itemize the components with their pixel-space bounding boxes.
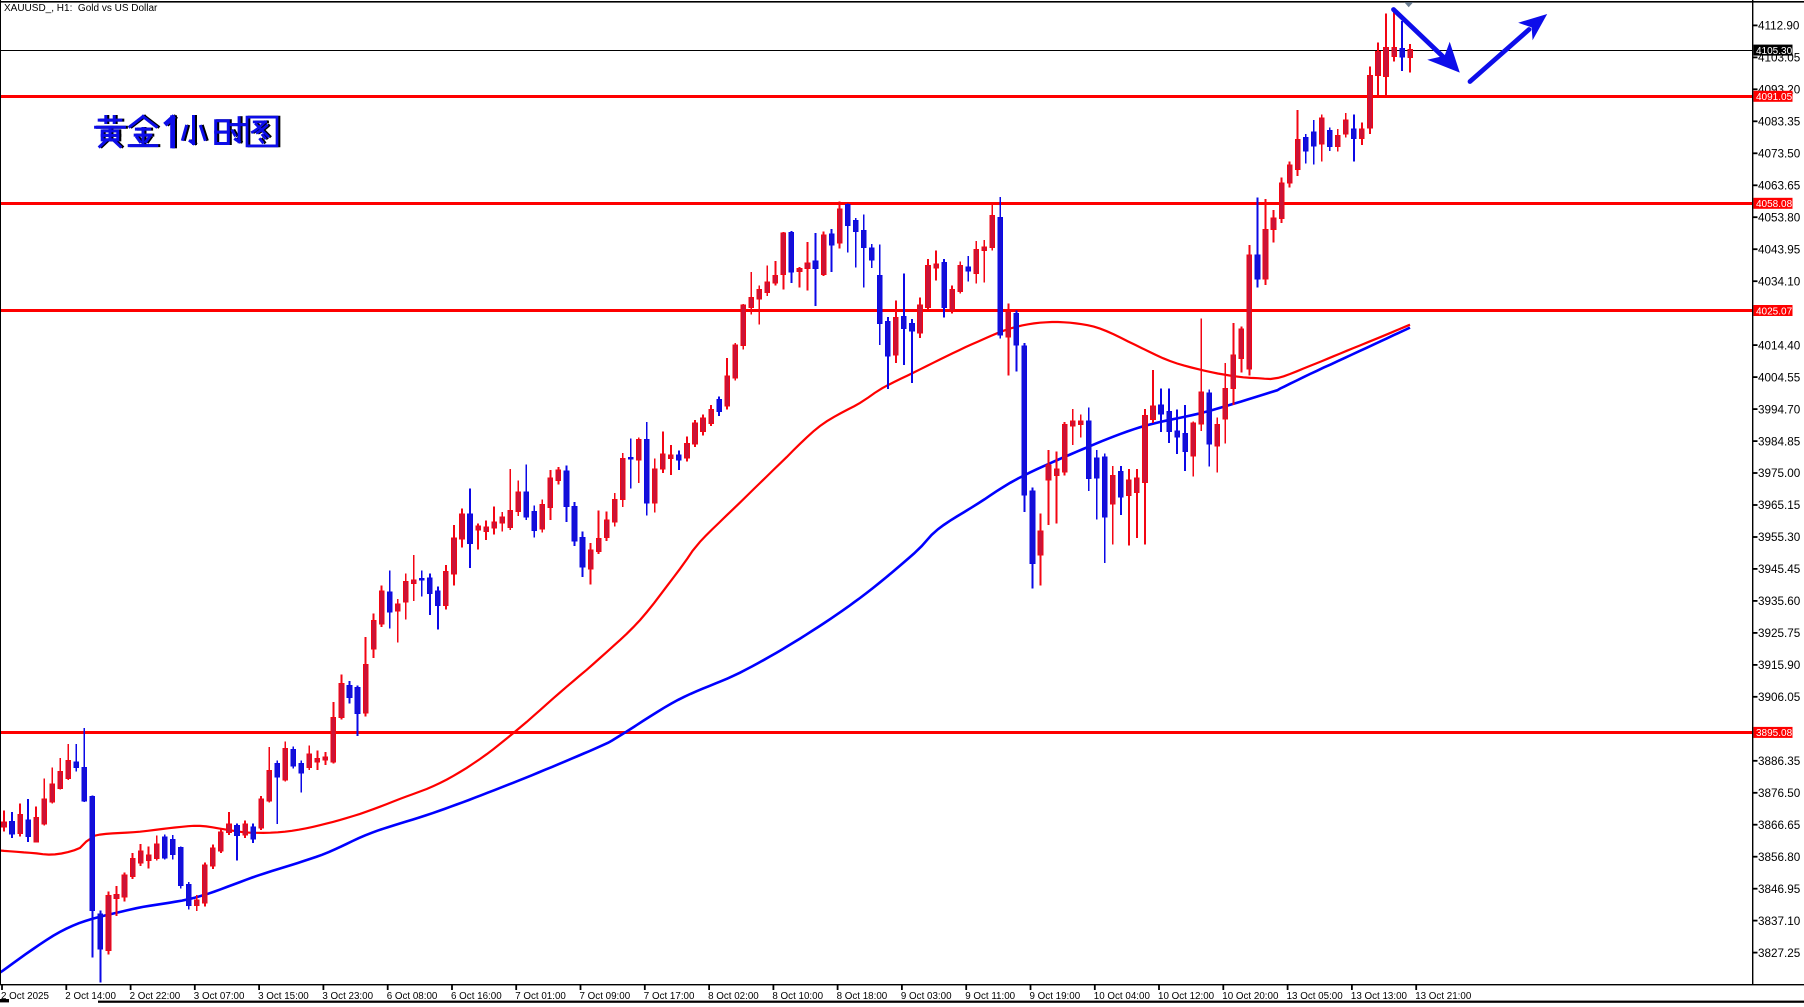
- svg-text:4053.80: 4053.80: [1758, 211, 1801, 224]
- svg-text:3975.00: 3975.00: [1758, 467, 1801, 480]
- svg-text:4091.05: 4091.05: [1756, 92, 1793, 103]
- svg-text:4105.30: 4105.30: [1756, 46, 1793, 57]
- svg-text:9 Oct 03:00: 9 Oct 03:00: [901, 991, 952, 1002]
- svg-text:XAUUSD_, H1: Gold vs US Dolla: XAUUSD_, H1: Gold vs US Dollar: [4, 3, 158, 14]
- svg-text:9 Oct 11:00: 9 Oct 11:00: [965, 991, 1015, 1002]
- svg-text:2 Oct 14:00: 2 Oct 14:00: [65, 991, 116, 1002]
- svg-text:13 Oct 13:00: 13 Oct 13:00: [1351, 991, 1408, 1002]
- svg-text:3846.95: 3846.95: [1758, 883, 1801, 896]
- svg-text:3955.30: 3955.30: [1758, 531, 1801, 544]
- svg-text:4063.65: 4063.65: [1758, 180, 1801, 193]
- svg-text:4043.95: 4043.95: [1758, 243, 1801, 256]
- svg-text:3837.10: 3837.10: [1758, 915, 1801, 928]
- svg-text:4058.08: 4058.08: [1756, 199, 1793, 210]
- svg-text:4004.55: 4004.55: [1758, 371, 1801, 384]
- svg-text:3925.75: 3925.75: [1758, 627, 1801, 640]
- svg-text:8 Oct 02:00: 8 Oct 02:00: [708, 991, 759, 1002]
- svg-text:3895.08: 3895.08: [1756, 728, 1793, 739]
- svg-text:4112.90: 4112.90: [1758, 20, 1800, 33]
- svg-text:10 Oct 20:00: 10 Oct 20:00: [1222, 991, 1279, 1002]
- svg-text:3984.85: 3984.85: [1758, 435, 1801, 448]
- svg-text:3866.65: 3866.65: [1758, 819, 1801, 832]
- svg-text:4073.50: 4073.50: [1758, 148, 1801, 161]
- svg-text:13 Oct 05:00: 13 Oct 05:00: [1287, 991, 1344, 1002]
- svg-text:4034.10: 4034.10: [1758, 275, 1801, 288]
- svg-text:6 Oct 08:00: 6 Oct 08:00: [387, 991, 438, 1002]
- svg-text:7 Oct 01:00: 7 Oct 01:00: [515, 991, 566, 1002]
- svg-text:10 Oct 12:00: 10 Oct 12:00: [1158, 991, 1215, 1002]
- svg-text:4083.35: 4083.35: [1758, 116, 1801, 129]
- svg-text:3994.70: 3994.70: [1758, 403, 1801, 416]
- svg-text:3886.35: 3886.35: [1758, 755, 1801, 768]
- svg-text:4014.40: 4014.40: [1758, 339, 1801, 352]
- svg-text:2 Oct 22:00: 2 Oct 22:00: [130, 991, 181, 1002]
- svg-text:3935.60: 3935.60: [1758, 595, 1801, 608]
- svg-text:3906.05: 3906.05: [1758, 691, 1801, 704]
- svg-text:7 Oct 09:00: 7 Oct 09:00: [580, 991, 631, 1002]
- svg-text:3827.25: 3827.25: [1758, 947, 1801, 960]
- svg-text:13 Oct 21:00: 13 Oct 21:00: [1415, 991, 1472, 1002]
- svg-text:3856.80: 3856.80: [1758, 851, 1801, 864]
- svg-text:2 Oct 2025: 2 Oct 2025: [1, 991, 49, 1002]
- svg-text:7 Oct 17:00: 7 Oct 17:00: [644, 991, 695, 1002]
- svg-text:9 Oct 19:00: 9 Oct 19:00: [1030, 991, 1081, 1002]
- svg-text:3 Oct 23:00: 3 Oct 23:00: [322, 991, 373, 1002]
- svg-text:8 Oct 10:00: 8 Oct 10:00: [772, 991, 823, 1002]
- svg-text:3876.50: 3876.50: [1758, 787, 1801, 800]
- svg-text:8 Oct 18:00: 8 Oct 18:00: [837, 991, 888, 1002]
- svg-text:3 Oct 15:00: 3 Oct 15:00: [258, 991, 309, 1002]
- svg-text:6 Oct 16:00: 6 Oct 16:00: [451, 991, 502, 1002]
- svg-text:10 Oct 04:00: 10 Oct 04:00: [1094, 991, 1151, 1002]
- svg-text:3 Oct 07:00: 3 Oct 07:00: [194, 991, 245, 1002]
- svg-text:3945.45: 3945.45: [1758, 563, 1801, 576]
- svg-text:3915.90: 3915.90: [1758, 659, 1801, 672]
- svg-text:4025.07: 4025.07: [1756, 306, 1793, 317]
- svg-text:3965.15: 3965.15: [1758, 499, 1801, 512]
